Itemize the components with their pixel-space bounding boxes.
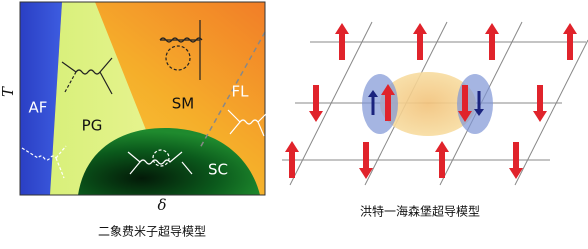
region-label: SM [172, 95, 194, 113]
feynman-sm [159, 20, 203, 80]
pg-region [50, 2, 210, 195]
axis-label: T [0, 86, 17, 97]
feynman-fl [227, 109, 269, 137]
region-label: SC [208, 161, 228, 179]
spin-site [362, 74, 398, 134]
caption: 洪特一海森堡超导模型 [360, 204, 480, 219]
caption: 二象费米子超导模型 [98, 224, 206, 239]
pair-cloud [380, 72, 476, 136]
region-label: FL [232, 83, 250, 101]
feynman-pg [61, 57, 113, 95]
feynman-sc [127, 149, 193, 175]
af-region [20, 2, 62, 195]
frame [19, 1, 266, 196]
axis-label: δ [157, 196, 166, 214]
lattice-diagram: 洪特一海森堡超导模型 [282, 21, 588, 219]
region-label: PG [82, 117, 103, 135]
region-label: AF [29, 99, 48, 117]
feynman-af [21, 145, 67, 179]
crossover-line [199, 31, 266, 149]
phase-diagram: AF PG SM FL SC T δ 二象费米子超导模型 [0, 1, 269, 239]
